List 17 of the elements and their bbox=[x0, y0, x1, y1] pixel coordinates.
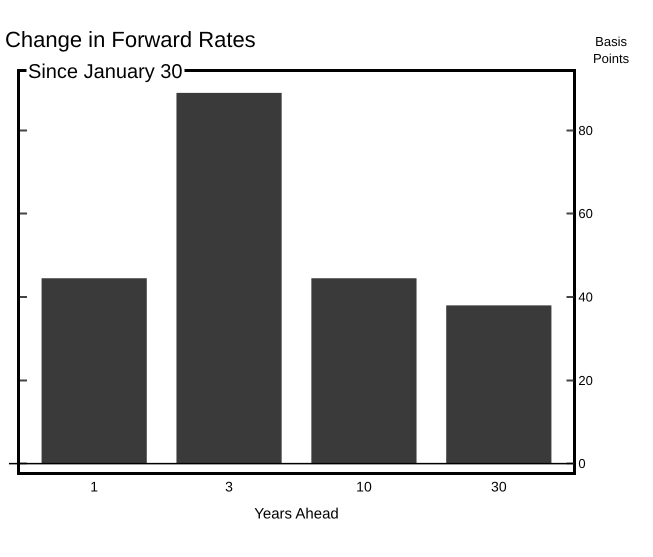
x-tick-label: 3 bbox=[225, 478, 234, 495]
y-tick-label: 60 bbox=[578, 206, 593, 222]
y-tick-label: 40 bbox=[578, 290, 593, 305]
x-tick-label: 1 bbox=[90, 478, 98, 495]
y-tick-label: 20 bbox=[578, 372, 593, 388]
x-axis-title: Years Ahead bbox=[254, 506, 339, 523]
y-tick-label: 80 bbox=[578, 122, 593, 138]
bar bbox=[311, 278, 417, 464]
chart-title: Change in Forward Rates bbox=[5, 27, 256, 52]
chart-subtitle: Since January 30 bbox=[28, 61, 183, 83]
bar bbox=[446, 305, 552, 464]
x-tick-label: 30 bbox=[491, 478, 507, 495]
y-tick-label: 0 bbox=[578, 456, 586, 472]
bar bbox=[42, 278, 147, 464]
y-axis-title: Basis Points bbox=[593, 34, 630, 66]
bar bbox=[176, 92, 282, 464]
x-tick-label: 10 bbox=[356, 478, 372, 495]
